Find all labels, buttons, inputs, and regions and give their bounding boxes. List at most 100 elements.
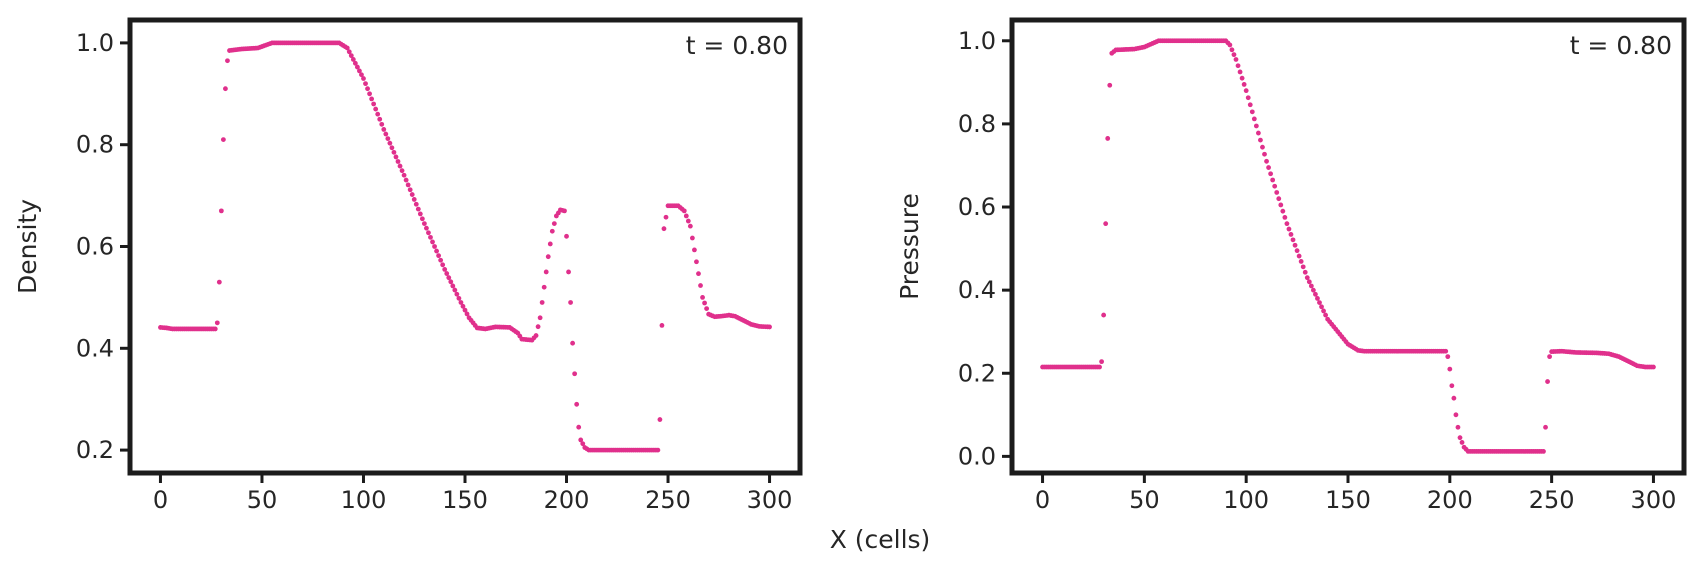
density-point-260 [685,218,691,224]
density-point-149 [460,303,466,309]
pressure-point-118 [1280,208,1286,214]
density-point-99 [359,72,364,78]
density-point-130 [421,221,427,227]
density-point-101 [363,81,368,87]
density-point-193 [549,228,555,234]
density-xtick-label-4: 200 [544,486,590,514]
density-point-32 [223,86,228,92]
pressure-point-100 [1243,88,1249,94]
pressure-point-246 [1541,448,1546,454]
density-point-141 [444,271,450,276]
pressure-point-126 [1296,253,1302,259]
density-point-104 [369,96,375,102]
pressure-point-97 [1237,69,1243,75]
density-point-133 [428,234,433,240]
pressure-time-annotation: t = 0.80 [1570,31,1672,60]
density-point-27 [212,326,218,332]
density-point-139 [440,262,446,268]
density-point-140 [442,267,448,272]
pressure-point-112 [1268,171,1274,177]
pressure-point-110 [1264,158,1269,164]
density-point-122 [405,182,411,188]
density-point-148 [458,300,464,305]
density-point-259 [683,213,689,219]
pressure-point-104 [1251,116,1257,122]
density-point-117 [395,159,401,164]
density-point-200 [564,233,569,239]
density-point-245 [655,447,661,453]
pressure-point-101 [1245,95,1251,101]
pressure-point-114 [1272,183,1278,189]
density-xtick-label-2: 100 [341,486,387,514]
pressure-point-200 [1447,366,1453,372]
pressure-point-103 [1249,109,1255,115]
density-point-145 [452,287,458,293]
density-point-247 [659,322,665,328]
density-point-249 [663,214,669,220]
density-point-135 [432,244,437,249]
pressure-point-204 [1455,424,1461,430]
density-point-114 [389,145,395,151]
pressure-point-92 [1227,42,1233,48]
pressure-point-99 [1241,82,1247,87]
density-point-185 [533,333,539,338]
density-point-30 [218,208,224,214]
density-point-192 [547,241,553,247]
density-point-94 [348,53,354,59]
pressure-point-107 [1258,137,1263,143]
density-point-116 [393,154,399,160]
density-ytick-label-3: 0.8 [76,131,114,159]
density-point-206 [576,424,582,430]
pressure-point-109 [1262,151,1267,157]
pressure-xtick-label-2: 100 [1223,486,1269,514]
density-ylabel: Density [13,199,42,294]
density-point-121 [403,177,409,183]
density-point-268 [702,300,707,306]
density-point-202 [568,300,573,305]
density-point-100 [361,76,366,81]
pressure-point-108 [1260,144,1265,150]
density-xtick-label-5: 250 [645,486,691,514]
pressure-point-98 [1239,75,1245,81]
pressure-point-113 [1270,177,1276,183]
density-point-151 [464,311,470,317]
pressure-point-94 [1231,52,1237,58]
pressure-point-96 [1235,63,1241,69]
density-point-113 [387,140,393,146]
pressure-point-128 [1300,264,1306,270]
density-point-98 [357,68,362,74]
pressure-point-206 [1459,440,1465,445]
pressure-ytick-label-3: 0.6 [958,193,996,221]
density-point-143 [448,279,454,285]
pressure-axes-frame [1009,17,1687,476]
pressure-point-95 [1233,57,1239,62]
pressure-point-93 [1229,47,1235,53]
density-point-120 [401,172,407,178]
density-ytick-label-1: 0.4 [76,334,114,362]
pressure-xtick-label-1: 50 [1129,486,1160,514]
density-point-33 [225,58,230,64]
density-ytick-label-2: 0.6 [76,233,114,261]
pressure-ytick-label-2: 0.4 [958,276,996,304]
density-point-269 [704,306,710,311]
pressure-xtick-label-3: 150 [1325,486,1371,514]
density-time-annotation: t = 0.80 [686,31,788,60]
pressure-point-199 [1445,354,1451,360]
pressure-point-117 [1278,202,1284,208]
pressure-points [1040,38,1656,454]
density-point-194 [551,221,557,227]
pressure-ytick-label-0: 0.0 [958,442,996,470]
density-point-95 [350,57,356,62]
pressure-point-198 [1443,348,1449,354]
density-point-118 [397,163,403,169]
density-point-208 [580,441,586,447]
pressure-point-202 [1451,395,1457,401]
pressure-xtick-label-6: 300 [1631,486,1677,514]
density-point-132 [426,230,431,236]
pressure-point-137 [1319,304,1324,310]
pressure-point-136 [1317,300,1322,306]
pressure-point-139 [1323,312,1328,318]
pressure-point-28 [1097,364,1102,370]
pressure-point-119 [1282,215,1288,220]
